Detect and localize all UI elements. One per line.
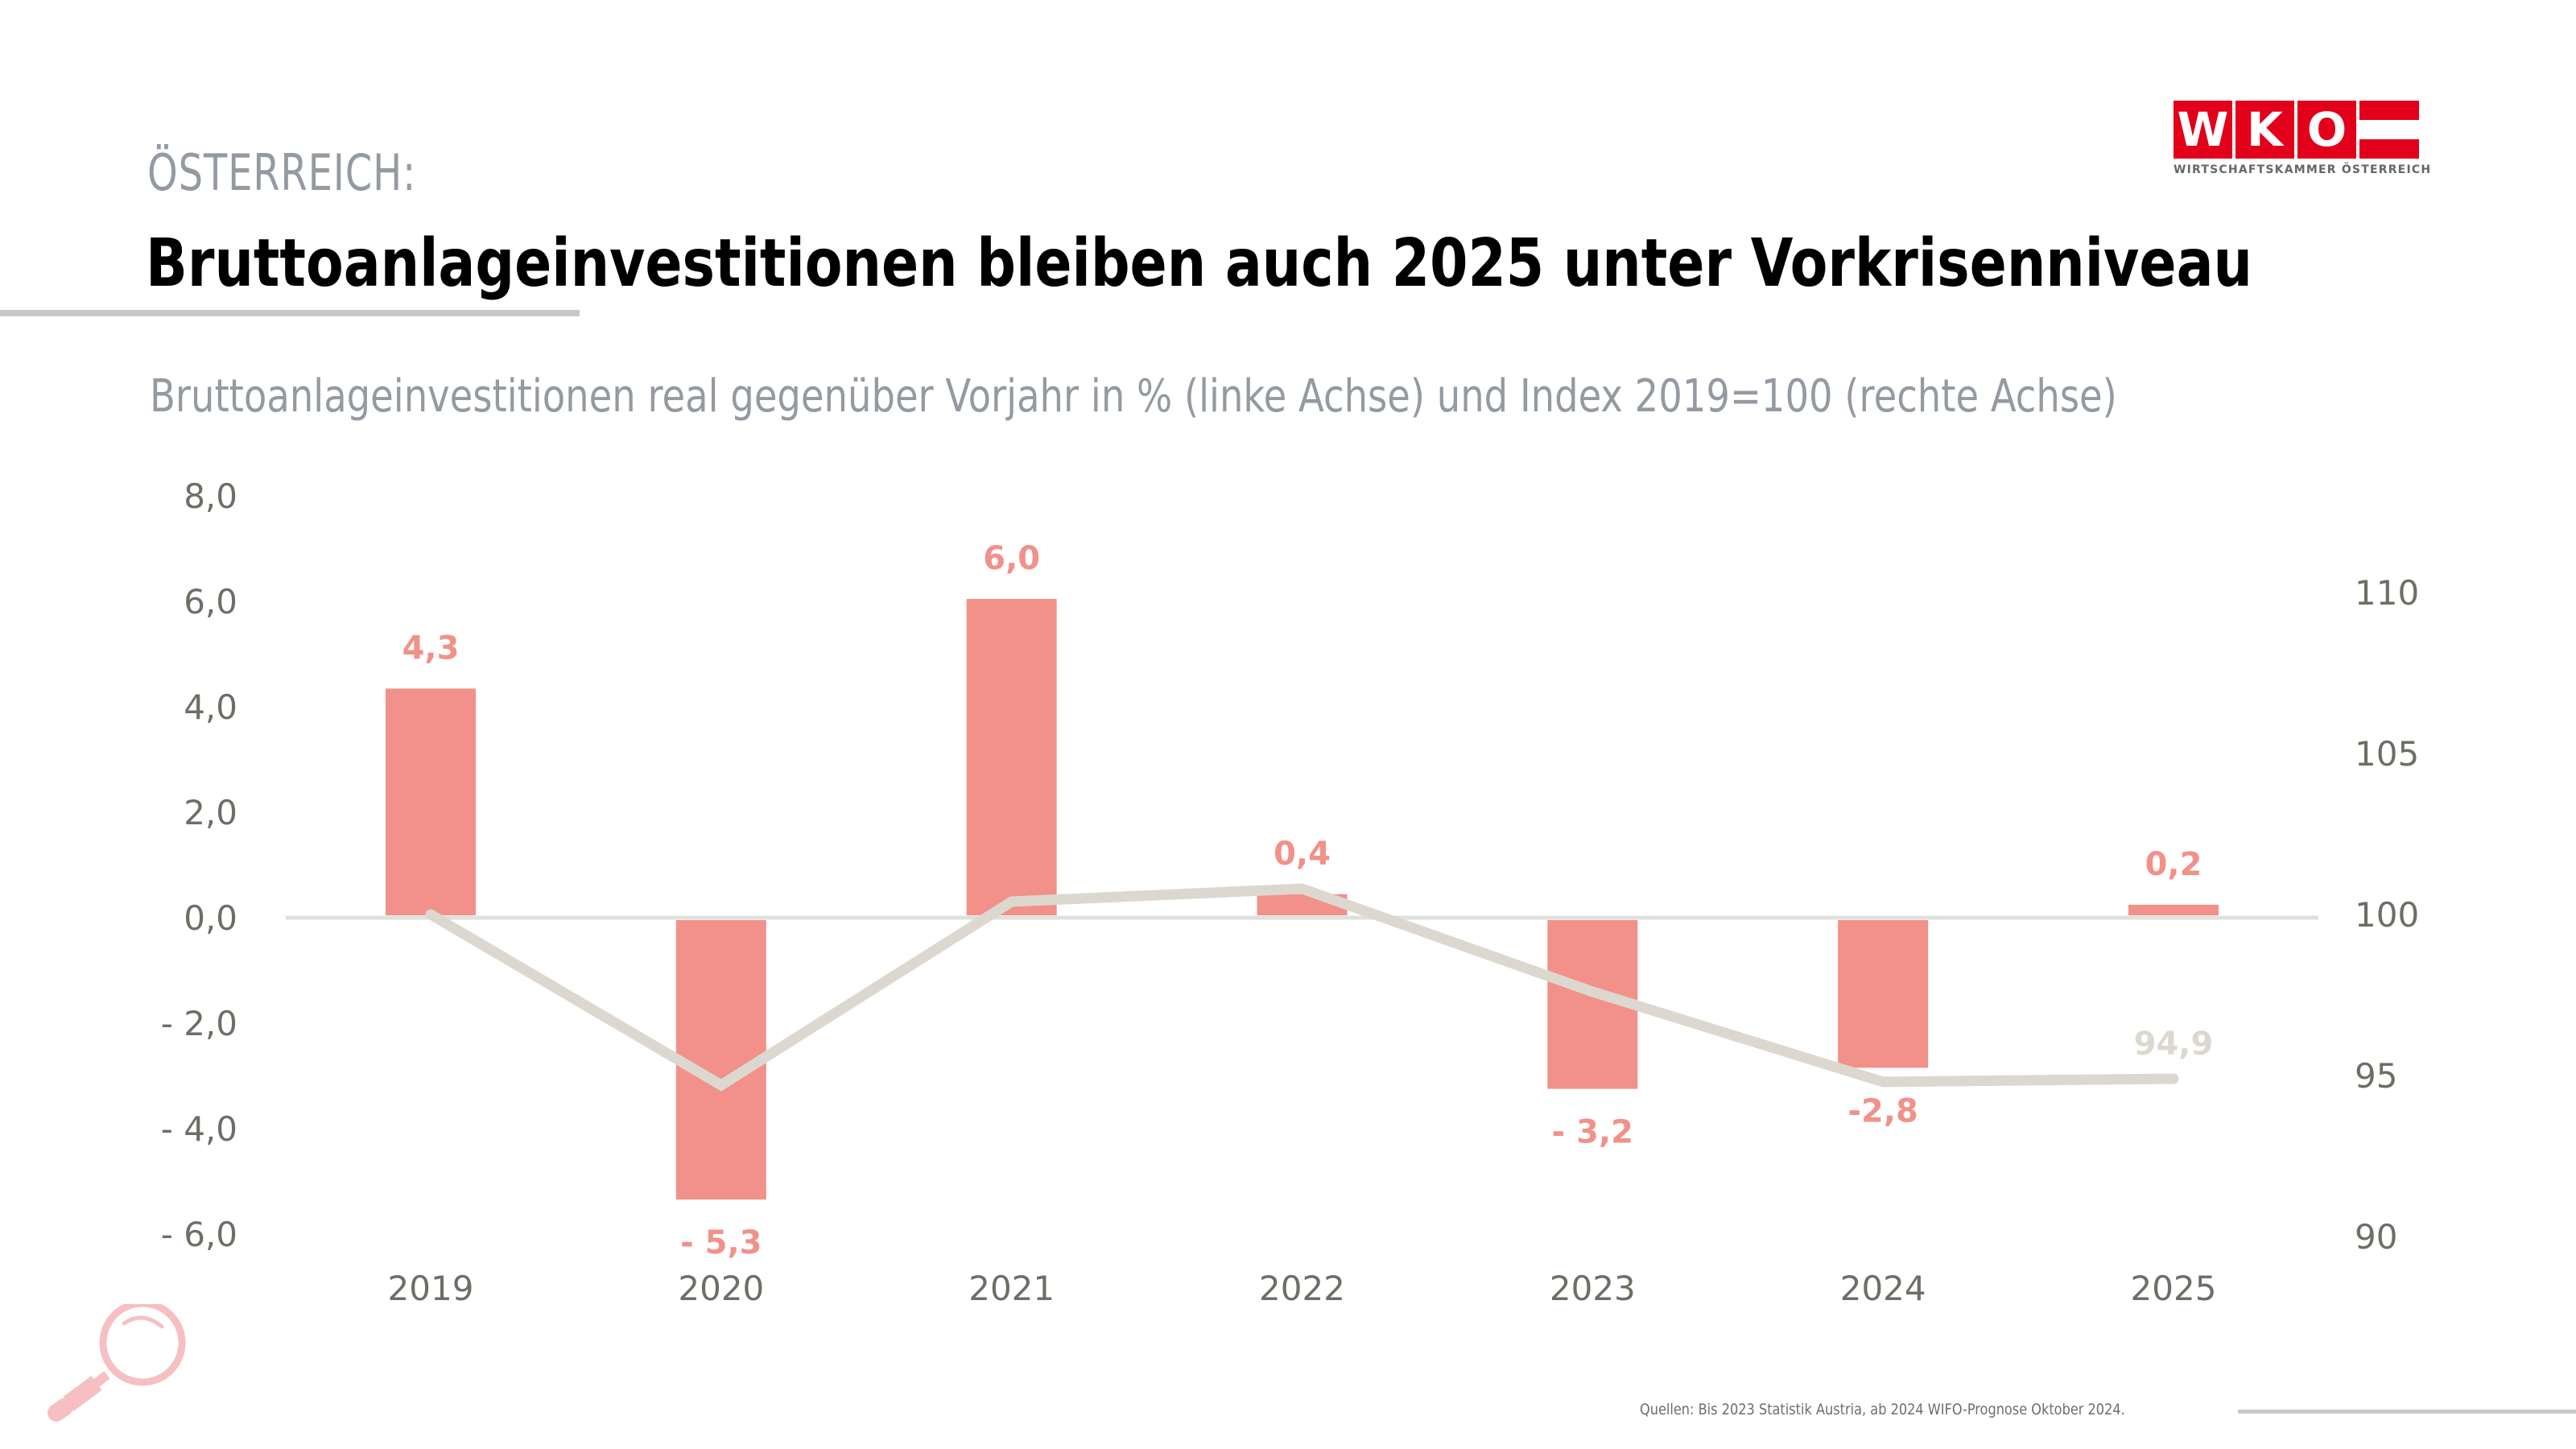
bar-2025	[2128, 904, 2219, 915]
bar-2019	[386, 688, 476, 915]
y-right-tick-label: 100	[2355, 895, 2419, 935]
austria-flag-icon	[2359, 101, 2419, 159]
y-right-tick-label: 110	[2355, 573, 2419, 613]
bar-data-label: - 3,2	[1552, 1114, 1633, 1151]
y-left-tick-label: - 2,0	[161, 1004, 237, 1043]
bar-2020	[675, 920, 766, 1200]
x-tick-label: 2022	[1259, 1269, 1345, 1308]
y-left-tick-label: 2,0	[184, 793, 237, 832]
logo-letter: W	[2174, 101, 2232, 159]
chart-subtitle: Bruttoanlageinvestitionen real gegenüber…	[150, 370, 2117, 423]
logo-tagline: WIRTSCHAFTSKAMMER ÖSTERREICH	[2174, 163, 2432, 176]
bar-data-label: 4,3	[402, 630, 460, 667]
y-right-tick-label: 95	[2355, 1056, 2397, 1096]
y-left-tick-label: 8,0	[184, 477, 237, 516]
bar-data-label: -2,8	[1847, 1092, 1918, 1129]
y-right-tick-label: 105	[2355, 734, 2419, 774]
title-divider	[0, 310, 580, 316]
source-divider	[2238, 1410, 2576, 1414]
bar-data-label: 0,2	[2145, 846, 2202, 883]
x-tick-label: 2019	[388, 1269, 474, 1308]
y-left-tick-label: 6,0	[184, 582, 237, 621]
y-left-tick-label: - 6,0	[161, 1215, 237, 1254]
logo-letter: O	[2297, 101, 2356, 159]
y-right-tick-label: 90	[2355, 1217, 2397, 1257]
bar-2024	[1838, 920, 1929, 1068]
x-tick-label: 2020	[678, 1269, 764, 1308]
bar-data-label: 6,0	[983, 540, 1040, 577]
kicker-label: ÖSTERREICH:	[147, 143, 417, 202]
bar-data-label: - 5,3	[680, 1224, 762, 1261]
x-tick-label: 2021	[968, 1269, 1055, 1308]
magnifier-icon	[47, 1304, 186, 1422]
x-tick-label: 2025	[2131, 1269, 2217, 1308]
x-tick-label: 2024	[1840, 1269, 1926, 1308]
page-title: Bruttoanlageinvestitionen bleiben auch 2…	[146, 225, 2252, 302]
bar-data-label: 0,4	[1274, 836, 1331, 873]
y-left-tick-label: - 4,0	[161, 1109, 237, 1149]
logo-letter: K	[2235, 101, 2294, 159]
x-tick-label: 2023	[1550, 1269, 1636, 1308]
wko-logo: W K O WIRTSCHAFTSKAMMER ÖSTERREICH	[2174, 101, 2432, 181]
y-left-tick-label: 4,0	[184, 687, 237, 727]
y-left-tick-label: 0,0	[184, 898, 237, 938]
line-data-label: 94,9	[2134, 1026, 2214, 1063]
source-note: Quellen: Bis 2023 Statistik Austria, ab …	[1640, 1401, 2125, 1418]
bar-2021	[966, 599, 1057, 915]
